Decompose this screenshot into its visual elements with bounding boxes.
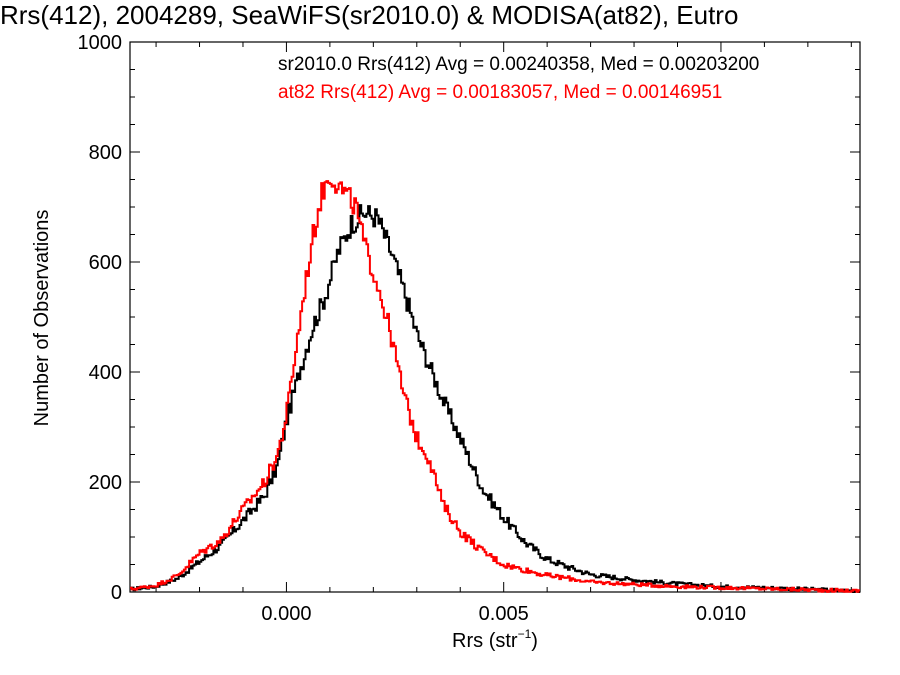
series-layer <box>130 180 860 593</box>
series-line-at82 <box>130 180 860 593</box>
legend-entry-sr2010: sr2010.0 Rrs(412) Avg = 0.00240358, Med … <box>278 54 759 75</box>
x-tick-label: 0.010 <box>696 603 746 625</box>
legend-entry-at82: at82 Rrs(412) Avg = 0.00183057, Med = 0.… <box>278 82 722 103</box>
y-tick-label: 400 <box>89 362 122 384</box>
x-axis-label-superscript: −1 <box>518 627 532 641</box>
series-line-sr20100 <box>130 204 860 593</box>
legend: sr2010.0 Rrs(412) Avg = 0.00240358, Med … <box>278 54 759 103</box>
x-tick-label: 0.000 <box>261 603 311 625</box>
y-tick-label: 0 <box>111 582 122 604</box>
y-tick-label: 200 <box>89 472 122 494</box>
y-axis: 0 200 400 600 800 1000 <box>78 32 860 604</box>
x-tick-label: 0.005 <box>479 603 529 625</box>
plot-frame <box>129 41 861 593</box>
y-tick-label: 800 <box>89 142 122 164</box>
y-axis-label: Number of Observations <box>31 210 53 427</box>
plot-border <box>129 41 861 593</box>
x-axis-label-main: Rrs (str <box>452 630 518 652</box>
y-tick-label: 600 <box>89 252 122 274</box>
x-axis-label: Rrs (str−1) <box>452 627 538 652</box>
y-tick-label: 1000 <box>78 32 123 54</box>
x-axis-label-end: ) <box>531 630 538 652</box>
x-axis: 0.000 0.005 0.010 <box>155 42 852 625</box>
chart-title: Rrs(412), 2004289, SeaWiFS(sr2010.0) & M… <box>0 0 738 30</box>
